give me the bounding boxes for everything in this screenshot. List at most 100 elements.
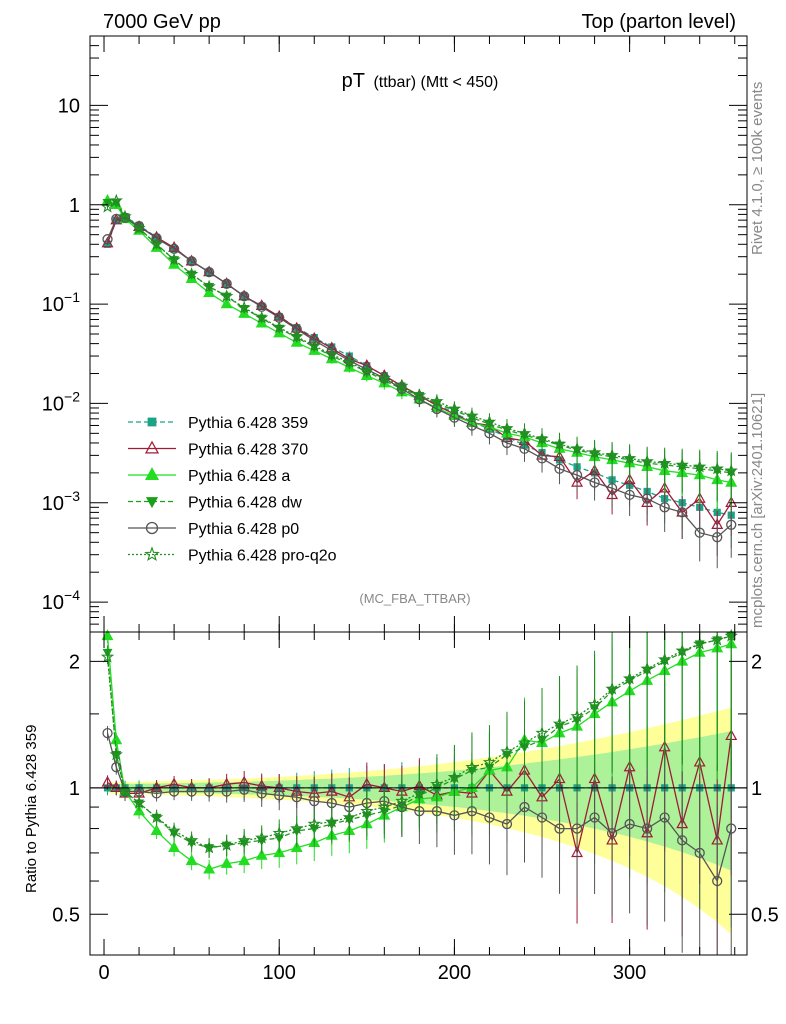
data-point [291, 792, 302, 803]
data-point [535, 431, 549, 445]
main-title-pt: pT [342, 70, 365, 92]
data-point [622, 451, 637, 464]
data-point [724, 463, 738, 477]
data-point [501, 818, 513, 830]
legend-label: Pythia 6.428 dw [188, 495, 302, 512]
header-left: 7000 GeV pp [103, 11, 221, 33]
data-point [570, 709, 584, 722]
x-tick-label: 100 [263, 962, 296, 984]
data-point [118, 784, 132, 798]
data-point [307, 817, 321, 830]
y-tick-exp: −1 [64, 289, 80, 305]
data-point [624, 818, 635, 830]
data-point [517, 426, 532, 439]
data-point [184, 833, 199, 846]
data-point [606, 828, 618, 839]
ratio-tick-label: 0.5 [52, 904, 80, 926]
data-point [659, 502, 670, 513]
data-point [221, 278, 232, 289]
data-point [589, 477, 600, 488]
main-frame [89, 35, 748, 633]
data-point [145, 521, 159, 535]
y-tick-label: 10−1 [42, 289, 80, 316]
data-point [360, 364, 374, 378]
data-point [132, 221, 146, 234]
data-point [554, 823, 565, 834]
data-point [710, 461, 724, 475]
data-point [641, 493, 653, 504]
data-point [102, 234, 113, 245]
data-point [167, 823, 181, 837]
data-point [587, 445, 602, 459]
header-right: Top (parton level) [581, 11, 736, 33]
y-tick-label: 10−2 [42, 388, 80, 415]
data-point [184, 267, 199, 280]
data-point [377, 371, 392, 384]
data-point [517, 735, 532, 749]
series-4-ratio-line [106, 732, 732, 883]
y-tick-base: 10 [42, 493, 64, 515]
data-point [220, 838, 234, 851]
data-point [726, 519, 737, 530]
data-point [657, 456, 672, 469]
data-point [202, 279, 216, 293]
data-point [484, 812, 495, 823]
y-tick-exp: −4 [64, 587, 80, 603]
data-point [239, 291, 250, 302]
y-tick-label: 10−4 [42, 587, 80, 614]
data-point [570, 441, 584, 455]
y-tick-exp: −2 [64, 388, 80, 404]
data-point [219, 289, 234, 302]
data-point [430, 394, 444, 407]
data-point [606, 483, 618, 494]
data-point [118, 209, 132, 223]
data-point [168, 786, 180, 797]
ratio-tick-label-right: 2 [751, 651, 762, 673]
data-point [500, 421, 514, 435]
main-title-sub: (ttbar) (Mtt < 450) [373, 74, 498, 91]
data-point [238, 289, 251, 301]
data-point [412, 786, 427, 800]
data-point [186, 786, 197, 797]
data-point [119, 212, 131, 223]
data-point [145, 497, 159, 509]
data-point [147, 417, 157, 427]
data-point [325, 347, 339, 361]
data-point [726, 823, 737, 834]
data-point [109, 747, 123, 761]
data-point [519, 801, 530, 813]
data-point [203, 786, 215, 797]
y-tick-label: 10 [58, 95, 80, 117]
data-point [465, 408, 479, 422]
data-point [144, 546, 160, 562]
data-point [360, 804, 374, 817]
data-point [220, 857, 233, 868]
x-tick-label: 200 [438, 962, 471, 984]
data-point [712, 532, 723, 543]
data-point [622, 671, 637, 685]
data-point [238, 854, 251, 866]
legend-label: Pythia 6.428 359 [188, 415, 308, 432]
data-point [132, 796, 146, 809]
data-point [100, 199, 115, 213]
data-point [203, 266, 215, 278]
data-point [186, 256, 197, 267]
ratio-tick-label-right: 0.5 [751, 904, 779, 926]
data-point [102, 199, 113, 209]
legend-item: Pythia 6.428 p0 [128, 521, 299, 538]
data-point [500, 744, 514, 758]
data-point [710, 632, 724, 646]
data-point [168, 841, 181, 852]
data-point [272, 826, 286, 839]
data-point [605, 681, 619, 695]
ratio-tick-label: 1 [69, 778, 80, 800]
legend-item: Pythia 6.428 359 [128, 415, 308, 432]
mcplots-label: mcplots.cern.ch [arXiv:2401.10621] [749, 393, 766, 628]
data-point [101, 236, 114, 248]
series-5-main [100, 193, 738, 504]
data-point [202, 840, 216, 854]
data-point [675, 643, 689, 657]
y-tick-base: 10 [42, 393, 64, 415]
data-point [109, 193, 123, 207]
data-point [151, 788, 162, 799]
